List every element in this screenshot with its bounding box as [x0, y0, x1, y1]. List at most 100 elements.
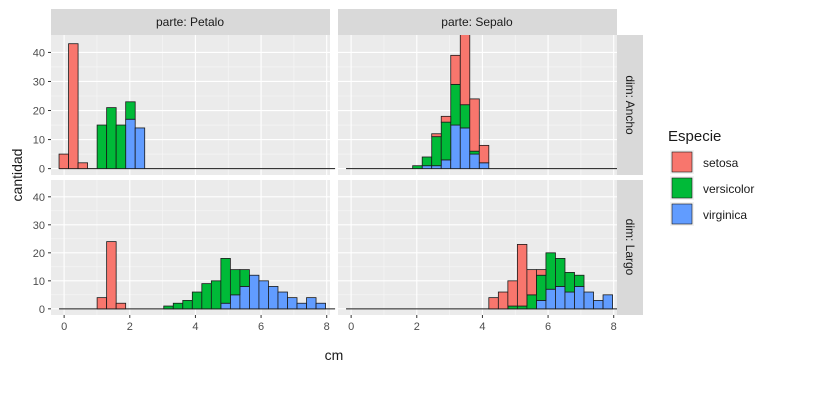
- bar-virginica: [555, 286, 566, 310]
- bar-virginica: [306, 297, 317, 310]
- bar-virginica: [450, 124, 461, 170]
- bar-versicolor: [507, 305, 518, 310]
- strip-label-ancho: dim: Ancho: [623, 75, 637, 135]
- bar-versicolor: [536, 274, 547, 301]
- x-tick-label: 0: [348, 321, 354, 333]
- x-tick-label: 6: [258, 321, 264, 333]
- bar-versicolor: [459, 104, 471, 129]
- strip-column-petalo: [51, 9, 330, 35]
- bar-setosa: [488, 297, 499, 310]
- bar-setosa: [77, 162, 88, 170]
- bar-versicolor: [96, 124, 108, 170]
- y-tick-label: 0: [39, 304, 45, 316]
- bar-versicolor: [526, 294, 537, 310]
- x-tick-label: 6: [545, 321, 551, 333]
- bar-setosa: [106, 241, 117, 310]
- legend-swatch-versicolor: [671, 177, 693, 199]
- bar-virginica: [440, 159, 452, 170]
- bar-versicolor: [106, 107, 117, 170]
- bar-virginica: [602, 294, 613, 310]
- bar-versicolor: [469, 150, 480, 155]
- y-tick-label: 40: [33, 192, 45, 204]
- bar-virginica: [268, 286, 279, 310]
- bar-setosa: [440, 115, 452, 123]
- x-tick-label: 0: [61, 321, 67, 333]
- bar-setosa: [497, 291, 509, 310]
- x-axis-title: cm: [325, 347, 344, 363]
- bar-versicolor: [421, 156, 433, 167]
- bar-versicolor: [182, 300, 193, 310]
- bar-virginica: [421, 165, 433, 170]
- y-tick-label: 10: [33, 135, 45, 147]
- bar-versicolor: [239, 269, 250, 287]
- bar-versicolor: [516, 305, 528, 310]
- bar-versicolor: [412, 165, 423, 170]
- x-tick-label: 8: [324, 321, 330, 333]
- legend-label-versicolor: versicolor: [703, 182, 754, 196]
- bar-versicolor: [555, 258, 566, 287]
- bar-virginica: [239, 286, 250, 310]
- y-axis-title: cantidad: [9, 149, 25, 202]
- x-tick-label: 2: [414, 321, 420, 333]
- bar-versicolor: [440, 121, 452, 161]
- x-tick-label: 4: [192, 321, 198, 333]
- bar-virginica: [134, 127, 146, 170]
- strip-column-sepalo: [338, 9, 617, 35]
- bar-virginica: [545, 288, 556, 310]
- y-tick-label: 20: [33, 248, 45, 260]
- bar-setosa: [450, 54, 461, 85]
- y-tick-label: 0: [39, 164, 45, 176]
- bar-versicolor: [115, 124, 127, 170]
- bar-setosa: [68, 43, 79, 170]
- y-tick-label: 10: [33, 276, 45, 288]
- bar-setosa: [96, 297, 108, 310]
- y-tick-label: 30: [33, 76, 45, 88]
- bar-virginica: [296, 302, 307, 310]
- bar-setosa: [58, 153, 69, 170]
- x-tick-label: 8: [611, 321, 617, 333]
- bar-versicolor: [191, 291, 203, 310]
- bar-virginica: [469, 153, 480, 170]
- legend-swatch-virginica: [671, 203, 693, 225]
- bar-versicolor: [574, 274, 585, 287]
- bar-setosa: [431, 133, 442, 138]
- bar-setosa: [526, 269, 537, 296]
- legend-swatch-setosa: [671, 151, 693, 173]
- bar-virginica: [478, 162, 490, 170]
- legend-label-setosa: setosa: [703, 156, 739, 170]
- strip-label-sepalo: parte: Sepalo: [441, 15, 513, 29]
- bar-virginica: [220, 302, 231, 310]
- strip-label-petalo: parte: Petalo: [156, 15, 224, 29]
- bar-setosa: [536, 269, 547, 276]
- bar-versicolor: [545, 252, 556, 290]
- bar-versicolor: [201, 283, 212, 310]
- bar-virginica: [583, 291, 594, 310]
- strip-row-ancho: [617, 35, 643, 175]
- bar-setosa: [469, 98, 480, 152]
- x-tick-label: 4: [479, 321, 485, 333]
- bar-setosa: [507, 280, 518, 307]
- bar-versicolor: [210, 280, 222, 310]
- y-tick-label: 40: [33, 47, 45, 59]
- bar-virginica: [287, 297, 298, 310]
- x-tick-label: 2: [127, 321, 133, 333]
- bar-virginica: [229, 294, 241, 310]
- bar-virginica: [125, 118, 136, 170]
- bar-setosa: [459, 31, 471, 106]
- bar-versicolor: [450, 83, 461, 126]
- strip-row-largo: [617, 180, 643, 315]
- bar-versicolor: [431, 136, 442, 167]
- y-tick-label: 30: [33, 220, 45, 232]
- bar-versicolor: [125, 101, 136, 120]
- bar-virginica: [249, 274, 260, 310]
- bar-virginica: [277, 291, 288, 310]
- bar-setosa: [115, 302, 127, 310]
- bar-virginica: [258, 280, 269, 310]
- legend: Especie setosa versicolor virginica: [668, 128, 754, 226]
- bar-versicolor: [172, 302, 184, 310]
- bar-versicolor: [564, 272, 575, 293]
- bar-virginica: [574, 286, 585, 310]
- bar-setosa: [516, 244, 528, 307]
- y-tick-label: 20: [33, 106, 45, 118]
